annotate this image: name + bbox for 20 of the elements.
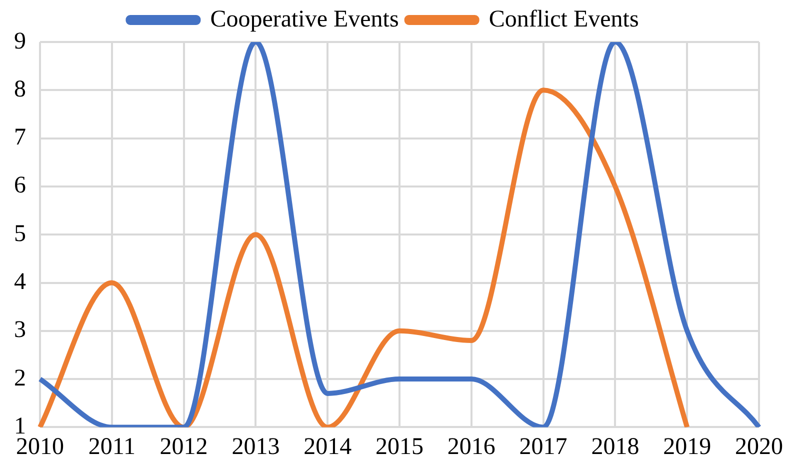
y-tick-label: 6	[14, 172, 26, 199]
y-tick-label: 5	[14, 220, 26, 247]
x-tick-label: 2011	[88, 434, 136, 460]
x-tick-label: 2020	[735, 434, 783, 460]
x-tick-label: 2015	[376, 434, 424, 460]
y-tick-label: 4	[14, 269, 26, 296]
y-tick-label: 8	[14, 76, 26, 102]
legend-label: Cooperative Events	[210, 6, 399, 32]
y-tick-label: 7	[14, 124, 26, 151]
x-tick-label: 2019	[663, 434, 712, 460]
x-tick-label: 2012	[160, 434, 208, 460]
y-tick-label: 9	[14, 28, 26, 54]
y-tick-label: 3	[14, 317, 26, 344]
x-tick-label: 2017	[519, 434, 568, 460]
y-tick-label: 2	[14, 365, 26, 392]
x-tick-label: 2016	[447, 434, 496, 460]
legend-label: Conflict Events	[488, 6, 639, 32]
x-tick-label: 2014	[304, 434, 352, 460]
x-tick-label: 2013	[232, 434, 280, 460]
x-tick-label: 2018	[591, 434, 640, 460]
